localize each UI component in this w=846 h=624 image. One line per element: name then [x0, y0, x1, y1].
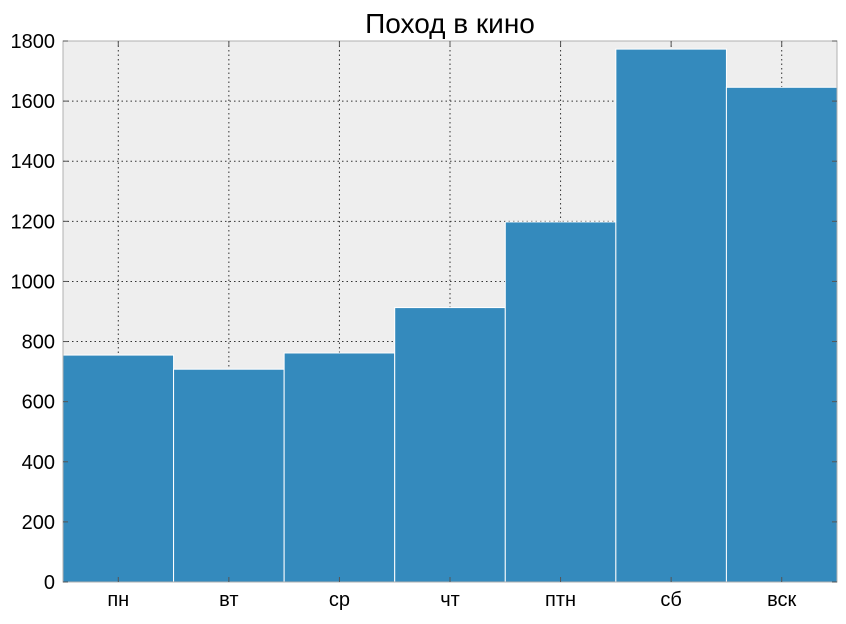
bar-вт — [173, 368, 285, 583]
bar-ср — [283, 352, 396, 583]
x-tick-label: пн — [107, 589, 129, 611]
y-tick-label: 400 — [22, 452, 55, 474]
bar-сб — [615, 48, 727, 583]
x-tick-label: ср — [329, 589, 350, 611]
x-tick-label: птн — [545, 589, 576, 611]
y-tick-label: 1800 — [11, 31, 56, 53]
chart-title: Поход в кино — [365, 8, 535, 39]
x-tick-label: вт — [219, 589, 238, 611]
y-tick-label: 1200 — [11, 211, 56, 233]
x-tick-label: сб — [660, 589, 681, 611]
bar-вск — [725, 86, 838, 583]
x-tick-label: чт — [440, 589, 460, 611]
tick-marks — [63, 40, 837, 583]
y-tick-label: 800 — [22, 332, 55, 354]
x-tick-label: вск — [767, 589, 796, 611]
bar-пн — [62, 354, 175, 583]
y-tick-label: 600 — [22, 392, 55, 414]
y-tick-label: 1600 — [11, 91, 56, 113]
bar-чт — [394, 307, 506, 583]
y-axis-tick-labels: 0 200 400 600 800 1000 1200 1400 1600 1800 — [11, 31, 56, 594]
x-axis-tick-labels: пн вт ср чт птн сб вск — [107, 589, 796, 611]
y-tick-label: 0 — [44, 572, 55, 594]
bars — [62, 48, 838, 583]
y-tick-label: 1400 — [11, 151, 56, 173]
bar-птн — [504, 221, 617, 583]
y-tick-label: 1000 — [11, 271, 56, 293]
y-tick-label: 200 — [22, 512, 55, 534]
